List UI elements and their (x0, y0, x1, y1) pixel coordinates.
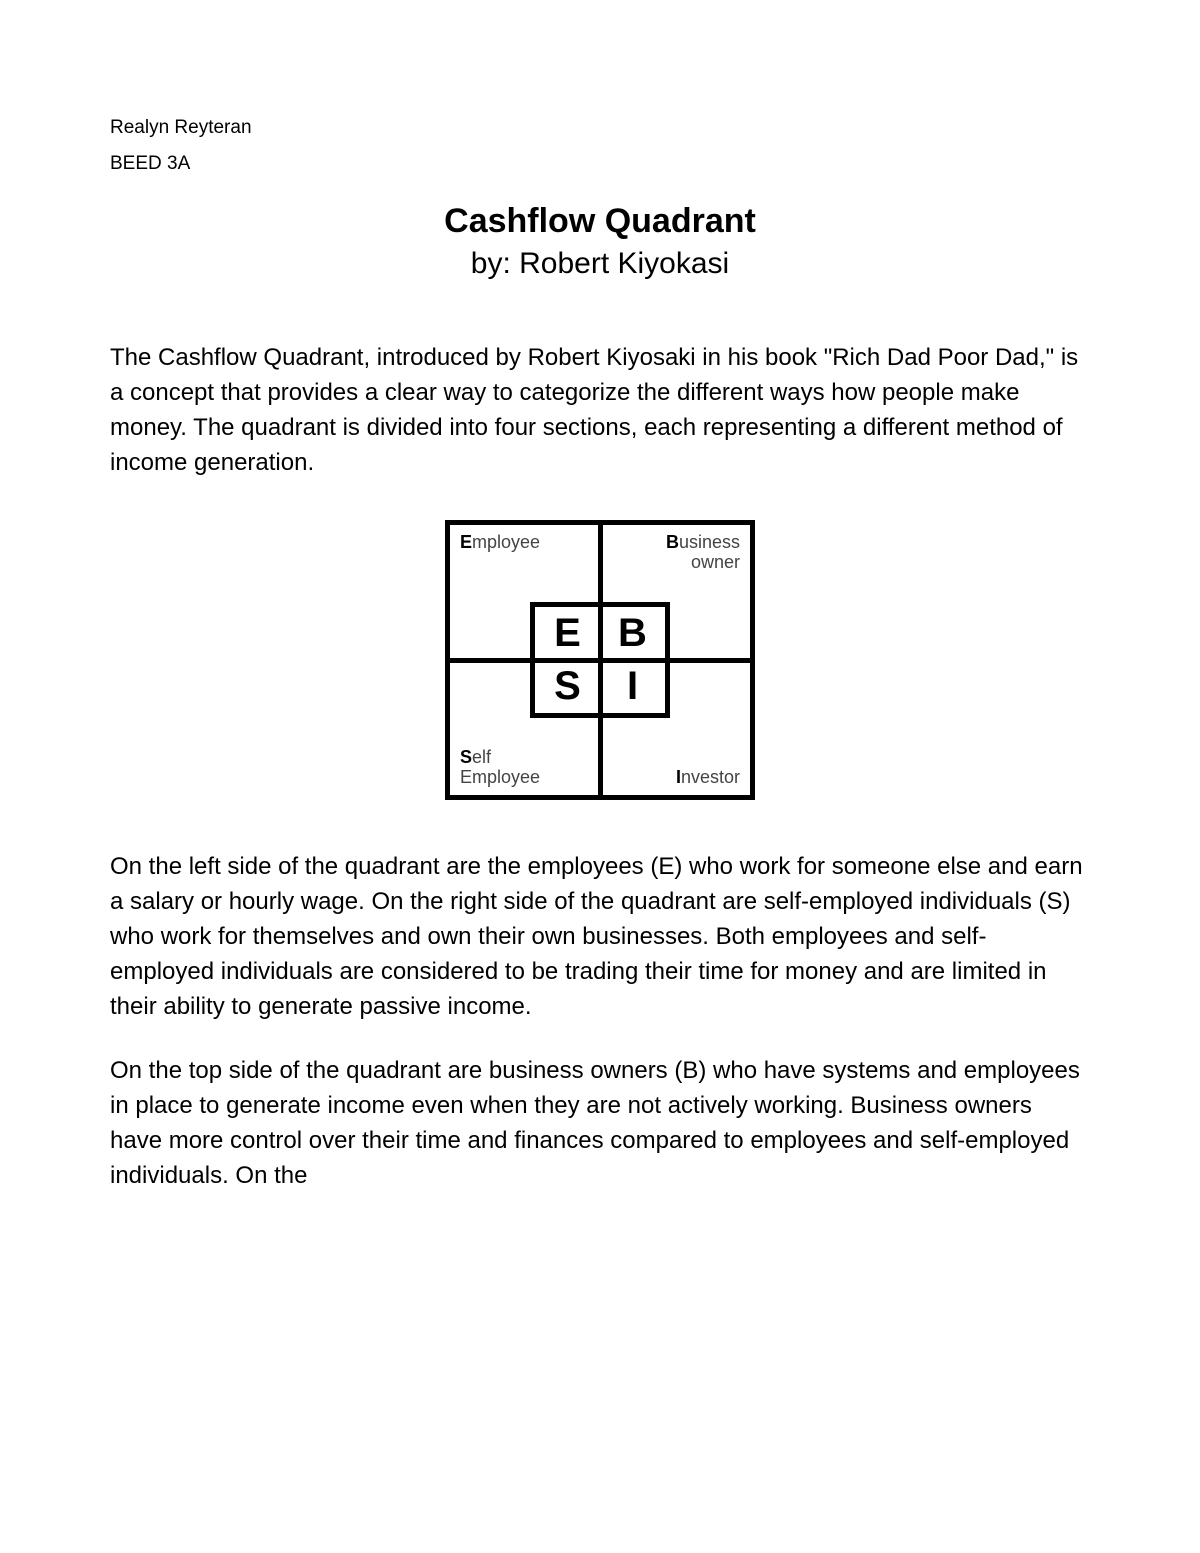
quadrant-label-self-employee: SelfEmployee (460, 748, 540, 788)
quadrant-label-rest: nvestor (681, 767, 740, 787)
center-letter-i: I (600, 660, 665, 713)
page-title: Cashflow Quadrant (110, 202, 1090, 241)
center-letter-e: E (535, 607, 600, 660)
center-letter-s: S (535, 660, 600, 713)
quadrant-label-business-owner: Businessowner (666, 533, 740, 573)
quadrant-label-bold: B (666, 532, 679, 552)
body-paragraph-1: On the left side of the quadrant are the… (110, 850, 1090, 1024)
center-letter-b: B (600, 607, 665, 660)
body-paragraph-2: On the top side of the quadrant are busi… (110, 1054, 1090, 1193)
quadrant-diagram: Employee Businessowner SelfEmployee Inve… (445, 520, 755, 800)
quadrant-label-rest2: owner (666, 553, 740, 573)
quadrant-label-bold: E (460, 532, 472, 552)
intro-paragraph: The Cashflow Quadrant, introduced by Rob… (110, 341, 1090, 480)
quadrant-label-rest: usiness (679, 532, 740, 552)
class-section: BEED 3A (110, 146, 1090, 182)
page-subtitle: by: Robert Kiyokasi (110, 247, 1090, 281)
quadrant-label-investor: Investor (676, 768, 740, 788)
quadrant-label-rest: elf (472, 747, 491, 767)
quadrant-label-employee: Employee (460, 533, 540, 553)
author-name: Realyn Reyteran (110, 110, 1090, 146)
quadrant-diagram-wrap: Employee Businessowner SelfEmployee Inve… (110, 520, 1090, 800)
quadrant-label-rest2: Employee (460, 768, 540, 788)
document-page: Realyn Reyteran BEED 3A Cashflow Quadran… (0, 0, 1200, 1553)
quadrant-label-bold: S (460, 747, 472, 767)
quadrant-center-box: E B S I (530, 602, 670, 718)
document-meta: Realyn Reyteran BEED 3A (110, 110, 1090, 182)
quadrant-label-rest: mployee (472, 532, 540, 552)
